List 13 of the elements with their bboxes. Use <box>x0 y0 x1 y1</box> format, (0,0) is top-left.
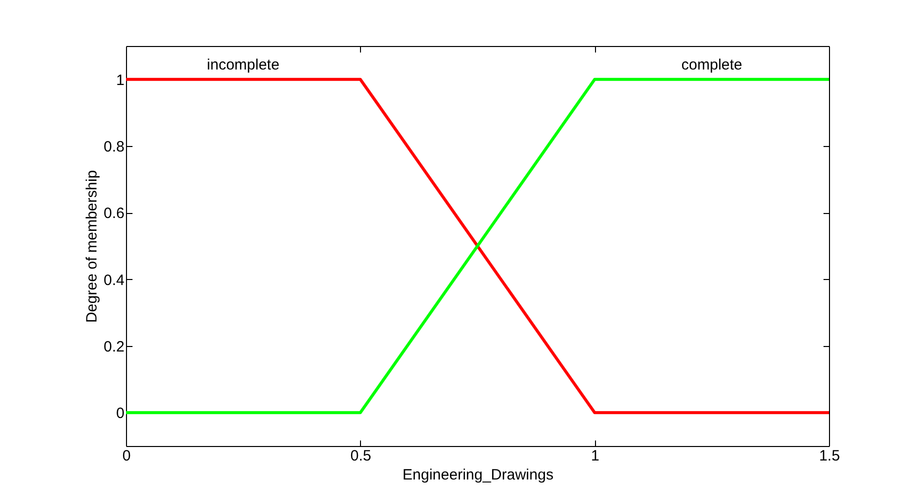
series-label: incomplete <box>206 56 280 74</box>
y-tick-label: 1 <box>116 72 124 89</box>
y-tick-label: 0.2 <box>104 338 124 356</box>
y-tick-label: 0.4 <box>104 272 124 289</box>
x-tick-label: 1.5 <box>819 448 840 464</box>
y-axis-title: Degree of membership <box>84 170 101 323</box>
x-axis-title: Engineering_Drawings <box>402 466 554 484</box>
y-tick-label: 0 <box>116 405 124 422</box>
x-tick-label: 0.5 <box>350 448 372 464</box>
y-tick-label: 0.6 <box>104 205 124 222</box>
x-tick-label: 1 <box>590 448 600 464</box>
y-tick-label: 0.8 <box>104 138 124 156</box>
series-label: complete <box>681 56 742 74</box>
